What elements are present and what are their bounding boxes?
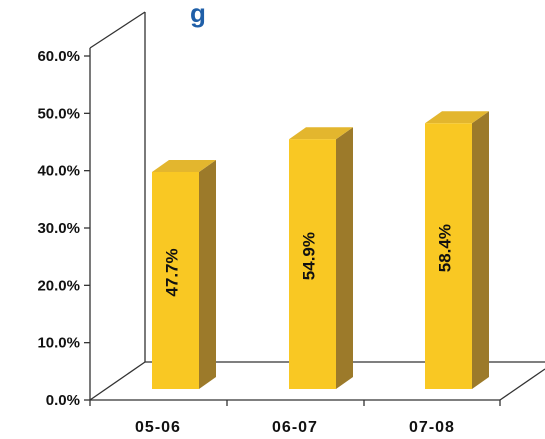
floor-right-edge [499,368,545,401]
x-tick-label: 05-06 [135,419,181,436]
bar-side-face [336,127,353,389]
data-label: 58.4% [436,224,455,272]
bar-top-face [425,111,489,124]
x-tick-label: 06-07 [272,419,318,436]
y-tick-label: 30.0% [37,220,80,237]
left-wall-top-edge [89,11,146,49]
category-labels: 05-06 06-07 07-08 [135,419,455,436]
bar [425,111,489,389]
data-labels: 47.7% 54.9% 58.4% [163,224,455,297]
bar-top-face [289,127,353,140]
y-tick-label: 0.0% [46,392,80,409]
y-tick-label: 20.0% [37,277,80,294]
x-axis-ticks [89,400,501,406]
bar-side-face [472,111,489,389]
bar-top-face [152,159,216,172]
y-tick-label: 60.0% [37,48,80,65]
floor-left-edge [89,361,146,401]
bar-side-face [199,159,216,389]
bar [289,127,353,389]
bar [152,159,216,389]
chart-title-fragment: g [190,0,206,28]
y-axis-ticks: 0.0% 10.0% 20.0% 30.0% 40.0% 50.0% 60.0% [37,48,90,409]
y-tick-label: 40.0% [37,163,80,180]
bar-front-face [152,171,199,389]
bar-front-face [425,123,472,389]
bar-front-face [289,139,336,389]
data-label: 47.7% [163,248,182,296]
x-tick-label: 07-08 [409,419,455,436]
bars [152,111,489,389]
y-tick-label: 50.0% [37,105,80,122]
data-label: 54.9% [300,232,319,280]
y-tick-label: 10.0% [37,335,80,352]
